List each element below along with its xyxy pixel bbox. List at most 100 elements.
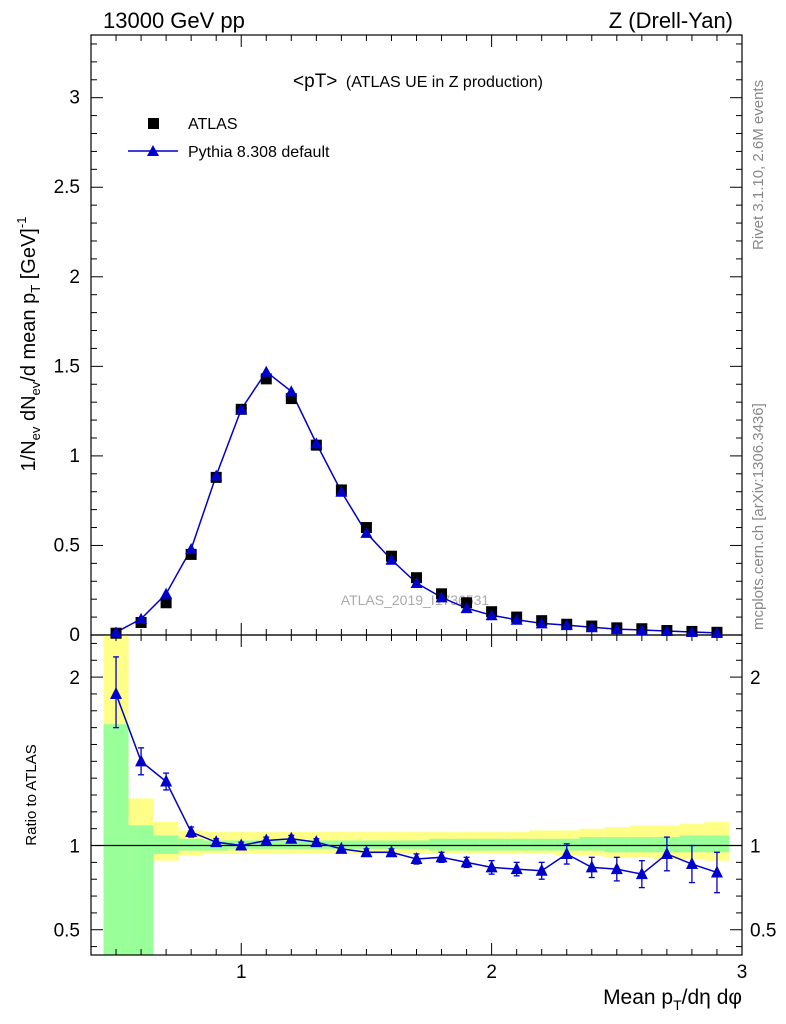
subtitle-text: (ATLAS UE in Z production) bbox=[346, 74, 543, 91]
ratio-band-stat bbox=[504, 838, 530, 851]
pythia-point bbox=[310, 437, 323, 449]
ratio-band-stat bbox=[479, 838, 505, 851]
y-tick-label: 2.5 bbox=[54, 177, 80, 198]
ratio-point bbox=[485, 860, 498, 873]
ratio-point bbox=[435, 850, 448, 863]
ratio-band-stat bbox=[454, 838, 480, 851]
main-title: <pT> (ATLAS UE in Z production) bbox=[293, 71, 543, 92]
ratio-band-stat bbox=[604, 837, 630, 853]
legend-atlas-marker bbox=[148, 118, 159, 129]
ratio-point bbox=[535, 863, 548, 876]
xlabel-base: Mean p bbox=[603, 986, 673, 1009]
ratio-band-stat bbox=[178, 838, 204, 851]
y-tick-label: 1.5 bbox=[54, 356, 80, 377]
ratio-y-tick-label: 2 bbox=[69, 668, 80, 689]
ratio-y-tick-label-right: 1 bbox=[750, 837, 761, 858]
legend-pythia-label: Pythia 8.308 default bbox=[188, 144, 330, 161]
ratio-frame bbox=[90, 634, 743, 956]
ratio-band-stat bbox=[529, 838, 555, 851]
ratio-point bbox=[335, 841, 348, 854]
ratio-band-stat bbox=[579, 837, 605, 851]
pythia-point bbox=[160, 587, 173, 599]
ratio-band-stat bbox=[278, 840, 304, 849]
pythia-point bbox=[485, 609, 498, 621]
pythia-point bbox=[285, 385, 298, 397]
pythia-point bbox=[660, 625, 673, 637]
header-right: Z (Drell-Yan) bbox=[609, 8, 733, 33]
ratio-point bbox=[185, 825, 198, 838]
pythia-point bbox=[185, 543, 198, 555]
y-tick-label: 3 bbox=[69, 88, 80, 109]
xlabel-rest: /dη dφ bbox=[682, 986, 742, 1009]
x-tick-label: 2 bbox=[486, 962, 497, 983]
ratio-panel bbox=[90, 634, 743, 956]
pythia-point bbox=[610, 623, 623, 635]
pythia-point bbox=[510, 613, 523, 625]
atlas-point bbox=[260, 373, 272, 385]
ratio-point bbox=[285, 831, 298, 844]
ratio-band-stat bbox=[128, 825, 154, 955]
ratio-band-stat bbox=[378, 840, 404, 849]
ratio-point bbox=[360, 845, 373, 858]
title-text: <pT> bbox=[293, 71, 337, 92]
pythia-point bbox=[210, 469, 223, 481]
pythia-point bbox=[135, 612, 148, 624]
pythia-point bbox=[260, 365, 273, 377]
header-left: 13000 GeV pp bbox=[103, 8, 245, 33]
ratio-point bbox=[710, 865, 723, 878]
ratio-point bbox=[610, 862, 623, 875]
ratio-y-tick-label: 1 bbox=[69, 837, 80, 858]
ratio-band-stat bbox=[153, 835, 179, 854]
ratio-point bbox=[660, 846, 673, 859]
ratio-point bbox=[585, 860, 598, 873]
ratio-point bbox=[685, 857, 698, 870]
ratio-y-tick-label-right: 2 bbox=[750, 668, 761, 689]
ratio-point bbox=[260, 833, 273, 846]
analysis-watermark: ATLAS_2019_I1736531 bbox=[341, 592, 490, 608]
ratio-band-stat bbox=[679, 835, 705, 853]
ratio-band-stat bbox=[103, 724, 129, 955]
atlas-point bbox=[160, 597, 172, 609]
ratio-band-stat bbox=[429, 838, 455, 851]
y-tick-label: 0.5 bbox=[54, 535, 80, 556]
legend: ATLAS Pythia 8.308 default bbox=[128, 116, 330, 161]
pythia-point bbox=[110, 626, 123, 638]
y-tick-label: 2 bbox=[69, 267, 80, 288]
pythia-point bbox=[360, 526, 373, 538]
pythia-point bbox=[335, 485, 348, 497]
pythia-point bbox=[560, 619, 573, 631]
pythia-point bbox=[235, 403, 248, 415]
xlabel-sub: T bbox=[673, 997, 682, 1013]
xlabel: Mean pT/dη dφ bbox=[603, 986, 742, 1013]
main-ylabel: 1/Nev dNev/d mean pT [GeV]-1 bbox=[14, 217, 43, 472]
ratio-point bbox=[110, 686, 123, 699]
ratio-y-tick-label-right: 0.5 bbox=[750, 921, 776, 942]
ratio-point bbox=[210, 835, 223, 848]
pythia-point bbox=[585, 621, 598, 633]
ratio-point bbox=[635, 867, 648, 880]
ratio-band-stat bbox=[704, 835, 730, 853]
legend-atlas-label: ATLAS bbox=[188, 116, 238, 133]
x-tick-label: 1 bbox=[236, 962, 247, 983]
ratio-point bbox=[410, 852, 423, 864]
y-tick-label: 1 bbox=[69, 446, 80, 467]
ratio-band-stat bbox=[353, 840, 379, 849]
mcplots-label: mcplots.cern.ch [arXiv:1306.3436] bbox=[750, 403, 767, 630]
atlas-point bbox=[285, 393, 297, 405]
x-tick-label: 3 bbox=[737, 962, 748, 983]
pythia-point bbox=[460, 602, 473, 614]
ratio-point bbox=[235, 838, 248, 851]
pythia-point bbox=[385, 553, 398, 565]
ratio-y-tick-label: 0.5 bbox=[54, 921, 80, 942]
ratio-ylabel: Ratio to ATLAS bbox=[23, 744, 40, 845]
atlas-point bbox=[185, 548, 197, 560]
ratio-point bbox=[385, 845, 398, 858]
y-tick-label: 0 bbox=[69, 625, 80, 646]
pythia-point bbox=[710, 626, 723, 638]
ratio-point bbox=[460, 855, 473, 868]
rivet-label: Rivet 3.1.10, 2.6M events bbox=[750, 80, 767, 250]
pythia-point bbox=[685, 625, 698, 637]
ratio-point bbox=[510, 862, 523, 875]
pythia-point bbox=[410, 577, 423, 589]
